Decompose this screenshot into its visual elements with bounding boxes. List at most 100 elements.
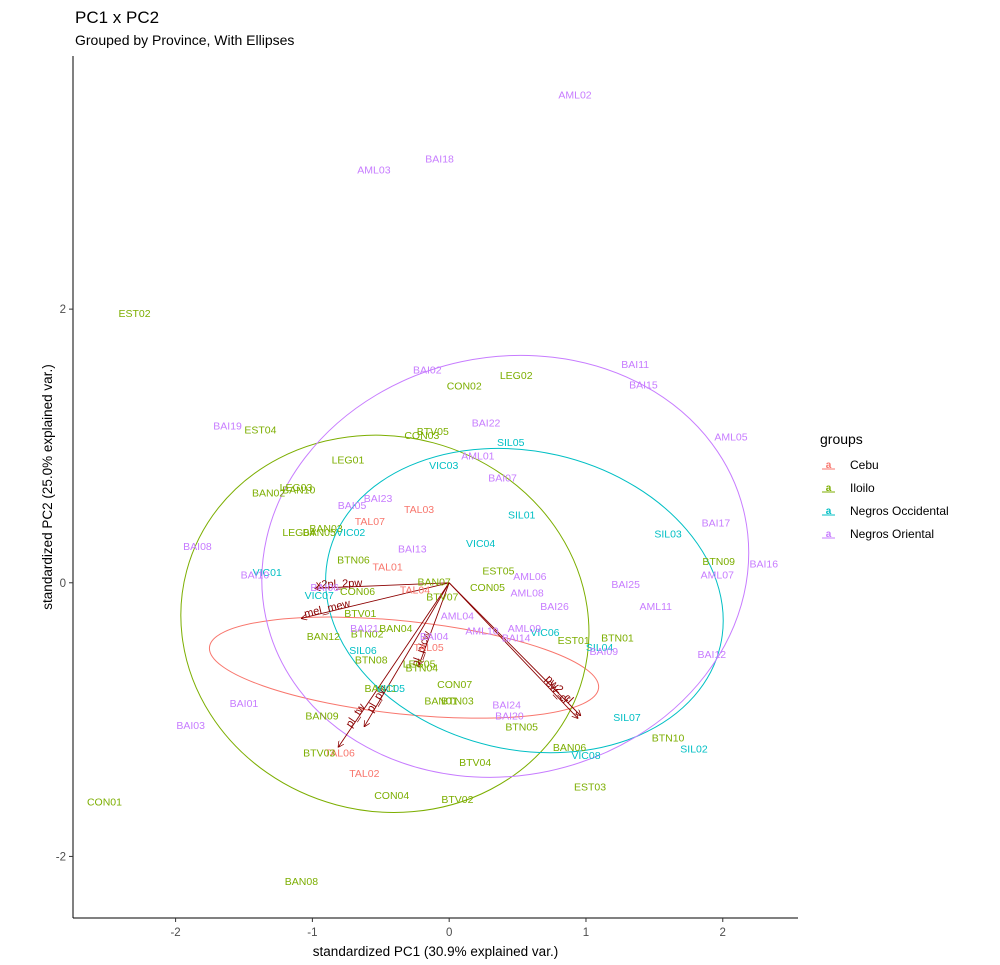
y-tick-label: 0 <box>60 578 66 590</box>
point-label-BAN07: BAN07 <box>417 576 450 588</box>
point-label-BAI02: BAI02 <box>413 364 442 376</box>
point-label-EST05: EST05 <box>482 565 514 577</box>
plot-panel: x2pl_2pwmel_mewpl_twpl_pwpl_plcwpw2_clcw… <box>87 89 778 888</box>
point-label-VIC03: VIC03 <box>429 460 458 472</box>
point-label-BTN09: BTN09 <box>702 556 735 568</box>
point-label-BTV07: BTV07 <box>426 591 458 603</box>
point-label-VIC08: VIC08 <box>571 750 600 762</box>
point-label-BAI13: BAI13 <box>398 544 427 556</box>
ellipse-cebu <box>208 616 600 719</box>
point-label-EST02: EST02 <box>119 308 151 320</box>
vector-pl_plcw <box>419 582 450 665</box>
point-label-BAN05: BAN05 <box>303 527 336 539</box>
point-label-AML04: AML04 <box>441 611 474 623</box>
y-axis-title: standardized PC2 (25.0% explained var.) <box>40 364 55 609</box>
point-label-BAI06: BAI06 <box>310 582 339 594</box>
legend-entry-negros-oriental: Negros Oriental <box>850 527 934 541</box>
vector-label-x2pl_2pw: x2pl_2pw <box>316 577 363 591</box>
point-label-AML08: AML08 <box>511 587 544 599</box>
x-tick-label: 0 <box>446 927 452 939</box>
x-axis-title: standardized PC1 (30.9% explained var.) <box>313 944 558 959</box>
point-label-BTN02: BTN02 <box>351 628 384 640</box>
legend-entry-cebu: Cebu <box>850 458 879 472</box>
ellipse-iloilo <box>180 434 590 813</box>
point-label-VIC05: VIC05 <box>376 683 405 695</box>
point-label-BTN01: BTN01 <box>601 633 634 645</box>
point-label-BTV03: BTV03 <box>303 747 335 759</box>
y-tick-label: -2 <box>56 851 66 863</box>
point-label-BAN01: BAN01 <box>424 695 457 707</box>
point-label-BTV02: BTV02 <box>441 794 473 806</box>
vector-pl_tw <box>338 582 450 747</box>
point-label-VIC01: VIC01 <box>253 567 282 579</box>
point-label-LEG03: LEG03 <box>280 482 313 494</box>
vector-pw2_cl <box>448 582 580 716</box>
point-label-BAN04: BAN04 <box>379 623 412 635</box>
point-label-VIC07: VIC07 <box>305 590 334 602</box>
point-label-BTN10: BTN10 <box>652 732 685 744</box>
point-label-BAI14: BAI14 <box>502 633 531 645</box>
point-label-TAL07: TAL07 <box>355 516 385 528</box>
point-label-BAI01: BAI01 <box>230 698 259 710</box>
point-label-EST01: EST01 <box>558 635 590 647</box>
point-label-BAI09: BAI09 <box>589 646 618 658</box>
point-label-AML07: AML07 <box>701 570 734 582</box>
point-label-EST03: EST03 <box>574 782 606 794</box>
point-label-TAL01: TAL01 <box>373 561 403 573</box>
point-label-BTN04: BTN04 <box>405 663 438 675</box>
point-label-BAI12: BAI12 <box>698 649 727 661</box>
legend-key-glyph: a <box>826 529 832 540</box>
y-tick-label: 2 <box>60 304 66 316</box>
group-ellipses <box>180 354 750 813</box>
point-label-AML10: AML10 <box>465 626 498 638</box>
point-label-AML05: AML05 <box>714 431 747 443</box>
point-label-BAI03: BAI03 <box>176 720 205 732</box>
point-label-BAI15: BAI15 <box>629 379 658 391</box>
point-labels: TAL07 TAL03 TAL01 TAL04 TAL05 TAL06 TAL02 EST02… <box>87 89 778 888</box>
point-label-CON03: CON03 <box>404 430 439 442</box>
vector-pl_pw <box>364 582 450 727</box>
point-label-LEG04: LEG04 <box>282 527 315 539</box>
x-tick-label: 1 <box>583 927 589 939</box>
legend-key-glyph: a <box>826 506 832 517</box>
point-label-SIL06: SIL06 <box>349 645 377 657</box>
x-tick-label: -2 <box>170 927 180 939</box>
point-label-LEG05: LEG05 <box>403 659 436 671</box>
vector-label-pl_tw: pl_tw <box>344 702 368 730</box>
point-label-CON07: CON07 <box>437 679 472 691</box>
point-label-BTN05: BTN05 <box>505 721 538 733</box>
point-label-VIC04: VIC04 <box>466 538 495 550</box>
point-label-AML06: AML06 <box>513 571 546 583</box>
point-label-CON02: CON02 <box>447 381 482 393</box>
point-label-BAI21: BAI21 <box>350 623 379 635</box>
point-label-BAN12: BAN12 <box>307 631 340 643</box>
point-label-BAI08: BAI08 <box>183 541 212 553</box>
point-label-BTV05: BTV05 <box>417 426 449 438</box>
legend-title: groups <box>820 431 863 447</box>
point-label-SIL01: SIL01 <box>508 509 536 521</box>
point-label-SIL07: SIL07 <box>613 712 641 724</box>
point-label-BAI18: BAI18 <box>425 154 454 166</box>
point-label-BAI20: BAI20 <box>495 710 524 722</box>
point-label-VIC02: VIC02 <box>336 527 365 539</box>
point-label-SIL03: SIL03 <box>654 529 682 541</box>
point-label-AML02: AML02 <box>558 89 591 101</box>
legend: groups a Cebu a Iloilo a Negros Occidental a Ne… <box>820 431 949 542</box>
point-label-BAI04: BAI04 <box>420 631 449 643</box>
point-label-BAI16: BAI16 <box>749 559 778 571</box>
x-tick-label: 2 <box>720 927 726 939</box>
y-axis-ticks: -2 0 2 <box>56 304 73 863</box>
point-label-TAL06: TAL06 <box>325 747 355 759</box>
point-label-BAI10: BAI10 <box>241 570 270 582</box>
point-label-TAL03: TAL03 <box>404 504 434 516</box>
point-label-BAI26: BAI26 <box>540 601 569 613</box>
ellipse-negros-oriental <box>261 354 750 778</box>
point-label-BAI22: BAI22 <box>472 418 501 430</box>
point-label-BTV01: BTV01 <box>344 608 376 620</box>
point-label-AML03: AML03 <box>357 165 390 177</box>
point-label-EST04: EST04 <box>244 425 276 437</box>
point-label-LEG02: LEG02 <box>500 370 533 382</box>
x-axis-ticks: -2 -1 0 1 2 <box>170 918 726 939</box>
legend-entry-negros-occidental: Negros Occidental <box>850 504 949 518</box>
point-label-AML01: AML01 <box>461 451 494 463</box>
